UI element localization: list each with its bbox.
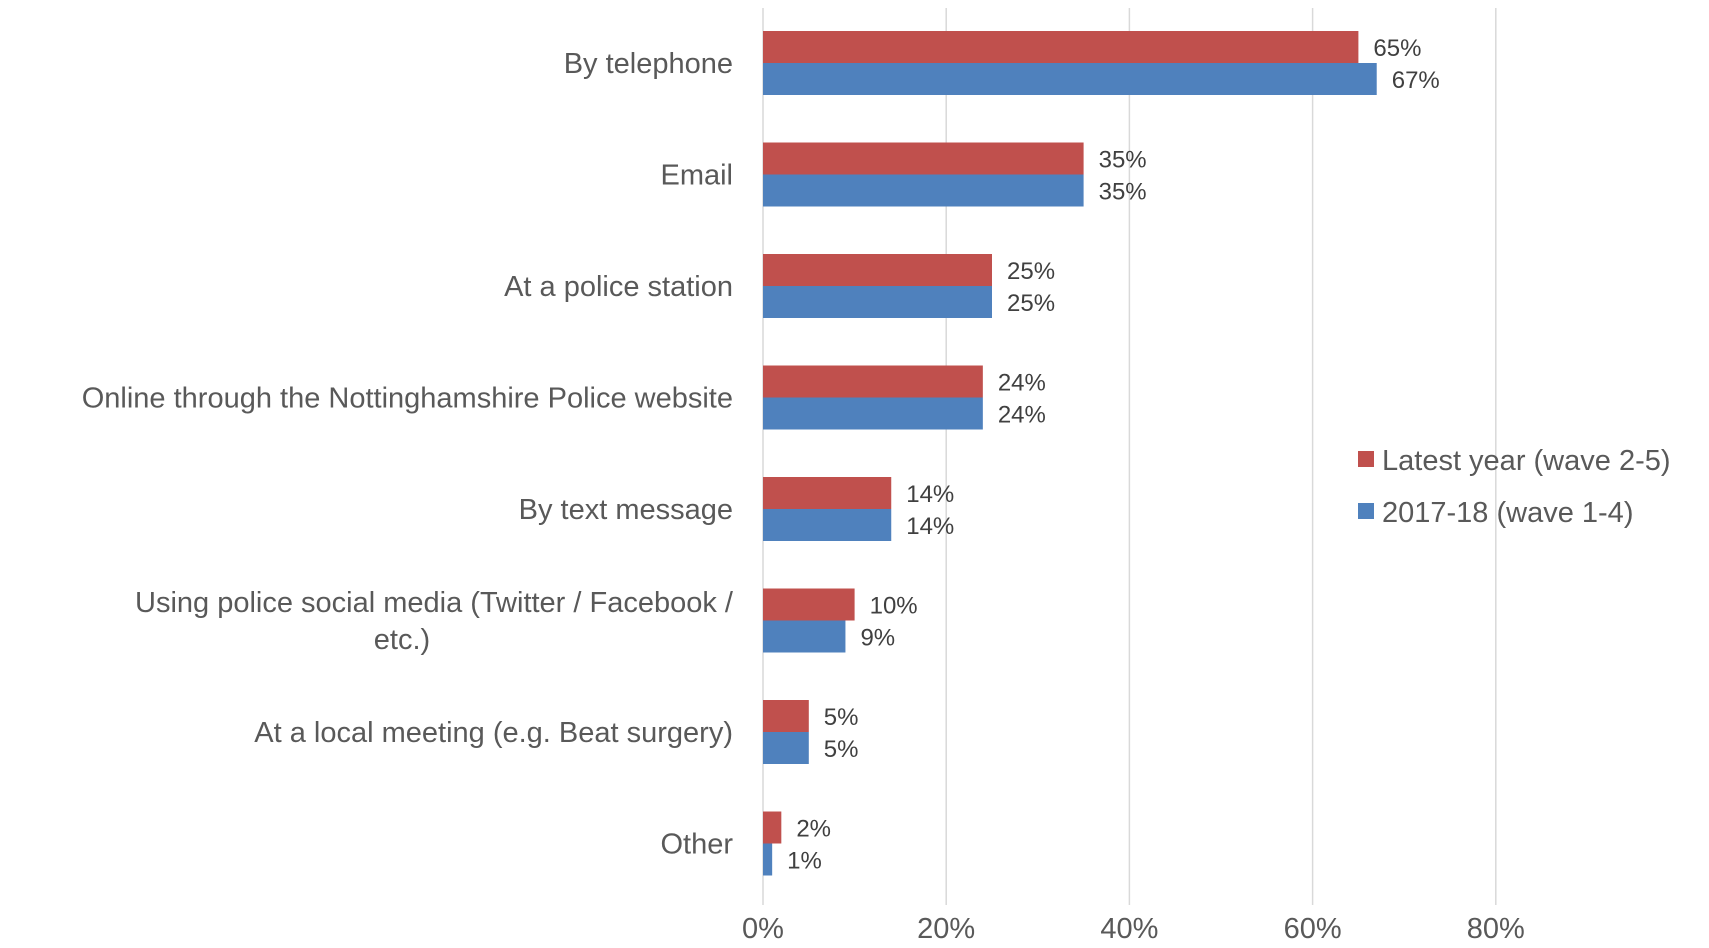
bar-latest-7 bbox=[763, 811, 782, 844]
bar-latest-6 bbox=[763, 700, 809, 732]
data-label: 25% bbox=[1007, 258, 1055, 285]
x-tick-label: 20% bbox=[917, 913, 975, 945]
x-tick-label: 60% bbox=[1284, 913, 1342, 945]
data-label: 2% bbox=[796, 816, 831, 843]
category-label: Email bbox=[660, 160, 733, 192]
bar-2017-18-1 bbox=[763, 174, 1084, 207]
data-label: 5% bbox=[824, 704, 859, 731]
category-label: Using police social media (Twitter / Fac… bbox=[135, 587, 734, 656]
bar-2017-18-2 bbox=[763, 286, 992, 318]
bar-latest-0 bbox=[763, 31, 1359, 63]
x-tick-label: 80% bbox=[1467, 913, 1525, 945]
x-tick-label: 40% bbox=[1100, 913, 1158, 945]
bar-2017-18-5 bbox=[763, 620, 846, 653]
data-label: 1% bbox=[787, 848, 822, 875]
data-label: 24% bbox=[998, 370, 1046, 397]
data-label: 14% bbox=[906, 513, 954, 540]
legend-label: Latest year (wave 2-5) bbox=[1382, 445, 1671, 477]
data-label: 10% bbox=[870, 593, 918, 620]
legend: Latest year (wave 2-5) 2017-18 (wave 1-4) bbox=[1358, 445, 1671, 529]
x-tick-label: 0% bbox=[742, 913, 784, 945]
category-label: Other bbox=[660, 829, 733, 861]
category-label: At a police station bbox=[504, 271, 733, 303]
data-label: 24% bbox=[998, 402, 1046, 429]
category-label: Online through the Nottinghamshire Polic… bbox=[82, 383, 733, 415]
data-label: 9% bbox=[860, 625, 895, 652]
data-label: 25% bbox=[1007, 290, 1055, 317]
data-label: 35% bbox=[1099, 179, 1147, 206]
bar-latest-5 bbox=[763, 588, 855, 621]
data-label: 65% bbox=[1373, 35, 1421, 62]
legend-swatch-2017-18 bbox=[1358, 503, 1374, 519]
bars bbox=[763, 31, 1377, 876]
data-label: 5% bbox=[824, 736, 859, 763]
bar-latest-3 bbox=[763, 365, 983, 398]
bar-latest-4 bbox=[763, 477, 892, 509]
bar-latest-1 bbox=[763, 142, 1084, 175]
bar-2017-18-6 bbox=[763, 732, 809, 764]
category-label: By telephone bbox=[564, 48, 733, 80]
category-label: At a local meeting (e.g. Beat surgery) bbox=[254, 717, 733, 749]
data-label: 14% bbox=[906, 481, 954, 508]
category-label: By text message bbox=[519, 494, 733, 526]
category-labels: By telephone Email At a police station Onli… bbox=[82, 48, 734, 861]
bar-2017-18-3 bbox=[763, 397, 983, 430]
data-labels: 65% 67% 35% 35% 25% 25% 24% 24% 14% 14% 10% 9% 5% 5% 2… bbox=[787, 35, 1440, 875]
bar-2017-18-4 bbox=[763, 509, 892, 541]
bar-2017-18-7 bbox=[763, 843, 773, 876]
legend-label: 2017-18 (wave 1-4) bbox=[1382, 497, 1633, 529]
bar-latest-2 bbox=[763, 254, 992, 286]
legend-swatch-latest bbox=[1358, 451, 1374, 467]
bar-2017-18-0 bbox=[763, 63, 1377, 95]
data-label: 67% bbox=[1392, 67, 1440, 94]
tick-labels: 0% 20% 40% 60% 80% bbox=[742, 913, 1525, 945]
data-label: 35% bbox=[1099, 147, 1147, 174]
